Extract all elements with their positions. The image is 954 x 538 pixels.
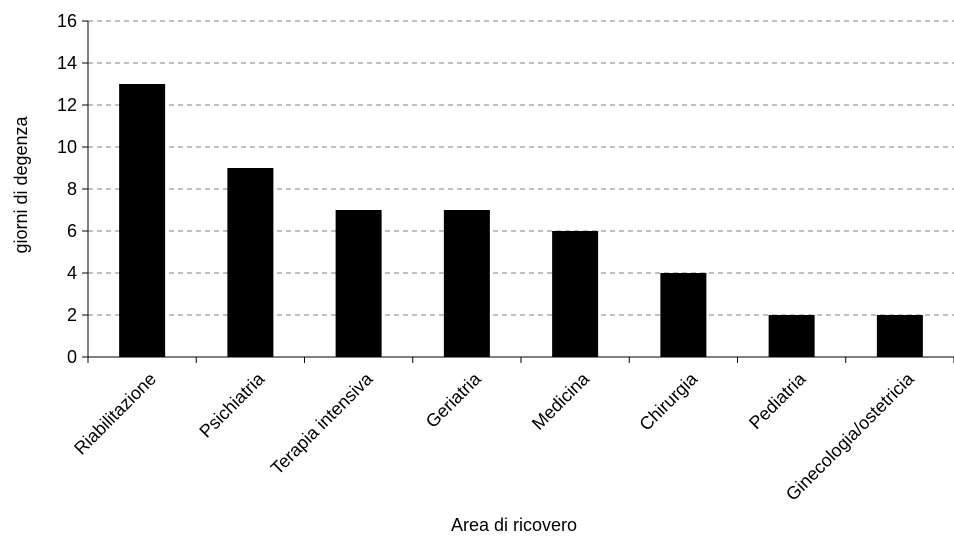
x-tick-label: Geriatria <box>422 368 486 432</box>
y-tick-label: 8 <box>67 179 77 199</box>
x-tick-label: Terapia intensiva <box>267 368 377 478</box>
bar-pediatria <box>768 315 815 357</box>
gridlines <box>88 20 954 316</box>
y-tick-label: 2 <box>67 305 77 325</box>
bar-geriatria <box>443 210 490 357</box>
bars <box>119 84 923 357</box>
bar-riabilitazione <box>119 84 166 357</box>
y-tick-label: 4 <box>67 263 77 283</box>
y-tick-label: 0 <box>67 347 77 367</box>
y-tick-label: 6 <box>67 221 77 241</box>
y-tick-labels: 0 2 4 6 8 10 12 14 16 <box>57 11 88 367</box>
y-tick-label: 10 <box>57 137 77 157</box>
x-tick-label: Medicina <box>528 368 594 434</box>
bar-psichiatria <box>227 168 274 357</box>
y-tick-label: 14 <box>57 53 77 73</box>
y-tick-label: 12 <box>57 95 77 115</box>
bar-chirurgia <box>660 273 707 357</box>
x-tick-label: Psichiatria <box>195 368 269 442</box>
bar-terapia-intensiva <box>335 210 382 357</box>
x-tick-label: Pediatria <box>745 368 810 433</box>
x-tick-label: Riabilitazione <box>70 369 160 459</box>
x-tick-label: Chirurgia <box>635 368 701 434</box>
x-axis-title: Area di ricovero <box>451 515 577 535</box>
bar-medicina <box>552 231 599 357</box>
bar-ginecologia-ostetricia <box>876 315 923 357</box>
y-tick-label: 16 <box>57 11 77 31</box>
y-axis-title: giorni di degenza <box>11 115 31 253</box>
